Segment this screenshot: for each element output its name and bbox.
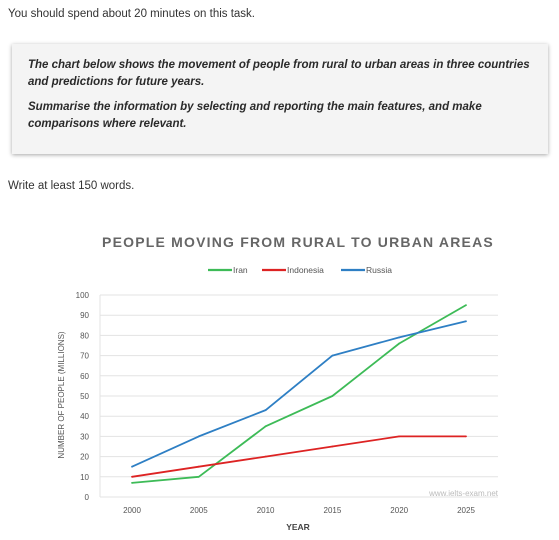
series-line-iran [131,304,467,484]
x-axis-ticks: 2000 2005 2010 2015 2020 2025 [123,506,475,515]
series-line-indonesia [131,435,466,478]
task-paragraph-2: Summarise the information by selecting a… [28,101,482,130]
instructions-text: You should spend about 20 minutes on thi… [8,8,255,20]
word-count-instruction: Write at least 150 words. [8,180,135,192]
task-paragraph-1: The chart below shows the movement of pe… [28,59,530,88]
x-tick-label: 2020 [390,506,408,515]
series-lines [131,304,467,484]
data-point-indonesia [398,435,401,438]
data-point-russia [197,435,200,438]
watermark: www.ielts-exam.net [428,489,499,498]
y-axis-ticks: 0 10 20 30 40 50 60 70 80 90 100 [76,291,90,502]
x-tick-label: 2000 [123,506,141,515]
data-point-indonesia [264,455,267,458]
data-point-russia [331,354,334,357]
x-tick-label: 2005 [190,506,208,515]
x-tick-label: 2010 [257,506,275,515]
chart-title: PEOPLE MOVING FROM RURAL TO URBAN AREAS [102,234,494,250]
y-tick-label: 70 [80,352,89,361]
data-point-iran [197,475,200,478]
legend-label-indonesia: Indonesia [287,265,324,275]
y-tick-label: 40 [80,412,89,421]
data-point-russia [465,320,467,323]
y-axis-label: NUMBER OF PEOPLE (MILLIONS) [57,331,66,458]
data-point-indonesia [331,445,334,448]
data-point-iran [398,342,401,345]
legend: Iran Indonesia Russia [208,265,392,275]
y-tick-label: 0 [85,493,90,502]
data-point-iran [264,425,267,428]
data-point-iran [131,481,133,484]
data-point-iran [465,304,467,306]
data-point-iran [331,395,334,397]
legend-label-iran: Iran [233,265,248,275]
data-point-russia [264,409,267,412]
y-tick-label: 50 [80,392,89,401]
data-point-indonesia [465,435,467,438]
y-tick-label: 10 [80,473,89,482]
y-tick-label: 60 [80,372,89,381]
data-point-indonesia [131,475,133,478]
y-tick-label: 20 [80,453,89,462]
y-tick-label: 90 [80,311,89,320]
x-axis-label: YEAR [286,522,310,532]
y-tick-label: 30 [80,432,89,441]
data-point-russia [131,465,133,468]
y-tick-label: 100 [76,291,90,300]
data-point-indonesia [197,465,200,468]
legend-label-russia: Russia [366,265,392,275]
x-tick-label: 2025 [457,506,475,515]
data-point-russia [398,336,401,339]
task-box: The chart below shows the movement of pe… [12,44,548,154]
series-line-russia [131,320,467,468]
grid-lines [99,294,498,498]
x-tick-label: 2015 [324,506,342,515]
y-tick-label: 80 [80,331,89,340]
